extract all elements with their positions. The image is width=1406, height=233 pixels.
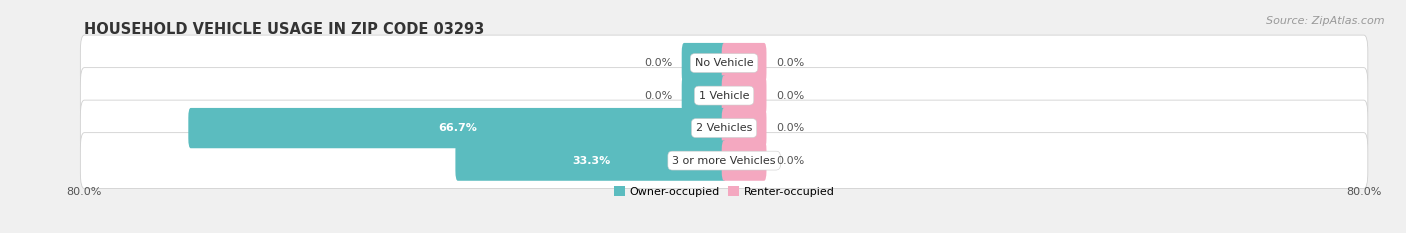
FancyBboxPatch shape bbox=[721, 75, 766, 116]
Text: 2 Vehicles: 2 Vehicles bbox=[696, 123, 752, 133]
Text: 33.3%: 33.3% bbox=[572, 156, 610, 166]
Text: 3 or more Vehicles: 3 or more Vehicles bbox=[672, 156, 776, 166]
Text: 0.0%: 0.0% bbox=[776, 91, 804, 101]
Text: 0.0%: 0.0% bbox=[644, 91, 672, 101]
FancyBboxPatch shape bbox=[682, 75, 727, 116]
Text: 0.0%: 0.0% bbox=[644, 58, 672, 68]
FancyBboxPatch shape bbox=[721, 43, 766, 83]
Text: 66.7%: 66.7% bbox=[437, 123, 477, 133]
Legend: Owner-occupied, Renter-occupied: Owner-occupied, Renter-occupied bbox=[609, 182, 839, 201]
FancyBboxPatch shape bbox=[188, 108, 727, 148]
FancyBboxPatch shape bbox=[80, 133, 1368, 188]
FancyBboxPatch shape bbox=[721, 140, 766, 181]
FancyBboxPatch shape bbox=[80, 68, 1368, 123]
Text: 0.0%: 0.0% bbox=[776, 58, 804, 68]
Text: 1 Vehicle: 1 Vehicle bbox=[699, 91, 749, 101]
FancyBboxPatch shape bbox=[80, 35, 1368, 91]
FancyBboxPatch shape bbox=[456, 140, 727, 181]
Text: 0.0%: 0.0% bbox=[776, 123, 804, 133]
FancyBboxPatch shape bbox=[80, 100, 1368, 156]
Text: No Vehicle: No Vehicle bbox=[695, 58, 754, 68]
Text: 0.0%: 0.0% bbox=[776, 156, 804, 166]
Text: HOUSEHOLD VEHICLE USAGE IN ZIP CODE 03293: HOUSEHOLD VEHICLE USAGE IN ZIP CODE 0329… bbox=[84, 22, 485, 37]
FancyBboxPatch shape bbox=[721, 108, 766, 148]
Text: Source: ZipAtlas.com: Source: ZipAtlas.com bbox=[1267, 16, 1385, 26]
FancyBboxPatch shape bbox=[682, 43, 727, 83]
